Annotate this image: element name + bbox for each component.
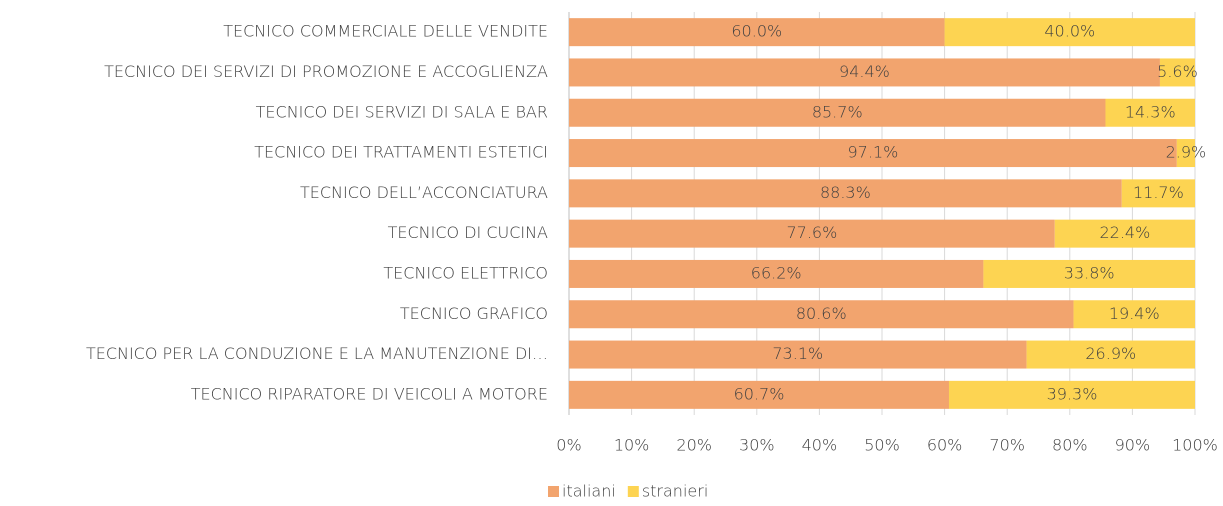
data-label: 77.6% <box>786 223 837 242</box>
data-label: 97.1% <box>848 143 899 162</box>
x-tick-label: 100% <box>1172 436 1218 455</box>
data-label: 94.4% <box>839 62 890 81</box>
y-tick-label: TECNICO DELL’ACCONCIATURA <box>300 183 548 202</box>
data-label: 11.7% <box>1133 183 1184 202</box>
data-label: 80.6% <box>796 304 847 323</box>
legend-swatch <box>548 486 559 497</box>
data-label: 39.3% <box>1047 384 1098 403</box>
y-tick-label: TECNICO DI CUCINA <box>388 223 548 242</box>
data-label: 5.6% <box>1157 62 1198 81</box>
y-tick-label: TECNICO GRAFICO <box>400 304 548 323</box>
bar-segment <box>569 259 984 288</box>
bar-segment <box>569 98 1106 127</box>
data-label: 66.2% <box>751 263 802 282</box>
bar-segment <box>569 380 949 409</box>
bar-segment <box>1176 139 1195 168</box>
x-tick-label: 60% <box>927 436 963 455</box>
data-label: 14.3% <box>1125 102 1176 121</box>
data-label: 60.0% <box>731 22 782 41</box>
data-label: 60.7% <box>734 384 785 403</box>
bar-segment <box>1054 219 1195 248</box>
bar-segment <box>569 219 1055 248</box>
legend-swatch <box>627 486 639 497</box>
bar-segment <box>944 18 1195 47</box>
bar-segment <box>569 58 1160 87</box>
x-tick-label: 90% <box>1115 436 1151 455</box>
bar-segment <box>569 340 1027 369</box>
data-label: 40.0% <box>1044 22 1095 41</box>
y-tick-label: TECNICO PER LA CONDUZIONE E LA MANUTENZI… <box>86 344 548 363</box>
y-tick-label: TECNICO DEI SERVIZI DI SALA E BAR <box>256 102 548 121</box>
x-tick-label: 40% <box>802 436 838 455</box>
legend-label: italiani <box>562 482 616 501</box>
data-label: 88.3% <box>820 183 871 202</box>
bar-segment <box>569 18 945 47</box>
x-tick-label: 20% <box>676 436 712 455</box>
x-tick-label: 30% <box>739 436 775 455</box>
data-label: 22.4% <box>1099 223 1150 242</box>
bar-segment <box>1121 179 1195 208</box>
x-tick-label: 80% <box>1052 436 1088 455</box>
x-tick-label: 10% <box>614 436 650 455</box>
legend-label: stranieri <box>642 482 708 501</box>
bar-segment <box>1026 340 1195 369</box>
bar-segment <box>1159 58 1195 87</box>
data-label: 26.9% <box>1085 344 1136 363</box>
data-label: 2.9% <box>1166 143 1207 162</box>
x-tick-label: 70% <box>989 436 1025 455</box>
data-label: 85.7% <box>812 102 863 121</box>
bar-segment <box>948 380 1195 409</box>
bar-segment <box>569 139 1177 168</box>
y-tick-label: TECNICO ELETTRICO <box>383 263 548 282</box>
y-tick-label: TECNICO DEI SERVIZI DI PROMOZIONE E ACCO… <box>104 62 548 81</box>
data-label: 73.1% <box>772 344 823 363</box>
bar-segment <box>569 179 1122 208</box>
x-tick-label: 0% <box>556 436 581 455</box>
bar-segment <box>983 259 1195 288</box>
x-tick-label: 50% <box>864 436 900 455</box>
y-tick-label: TECNICO RIPARATORE DI VEICOLI A MOTORE <box>191 384 548 403</box>
data-label: 19.4% <box>1109 304 1160 323</box>
y-tick-label: TECNICO DEI TRATTAMENTI ESTETICI <box>254 143 548 162</box>
bar-segment <box>1073 300 1195 329</box>
bar-segment <box>569 300 1074 329</box>
data-label: 33.8% <box>1064 263 1115 282</box>
bar-segment <box>1105 98 1195 127</box>
y-tick-label: TECNICO COMMERCIALE DELLE VENDITE <box>223 22 548 41</box>
